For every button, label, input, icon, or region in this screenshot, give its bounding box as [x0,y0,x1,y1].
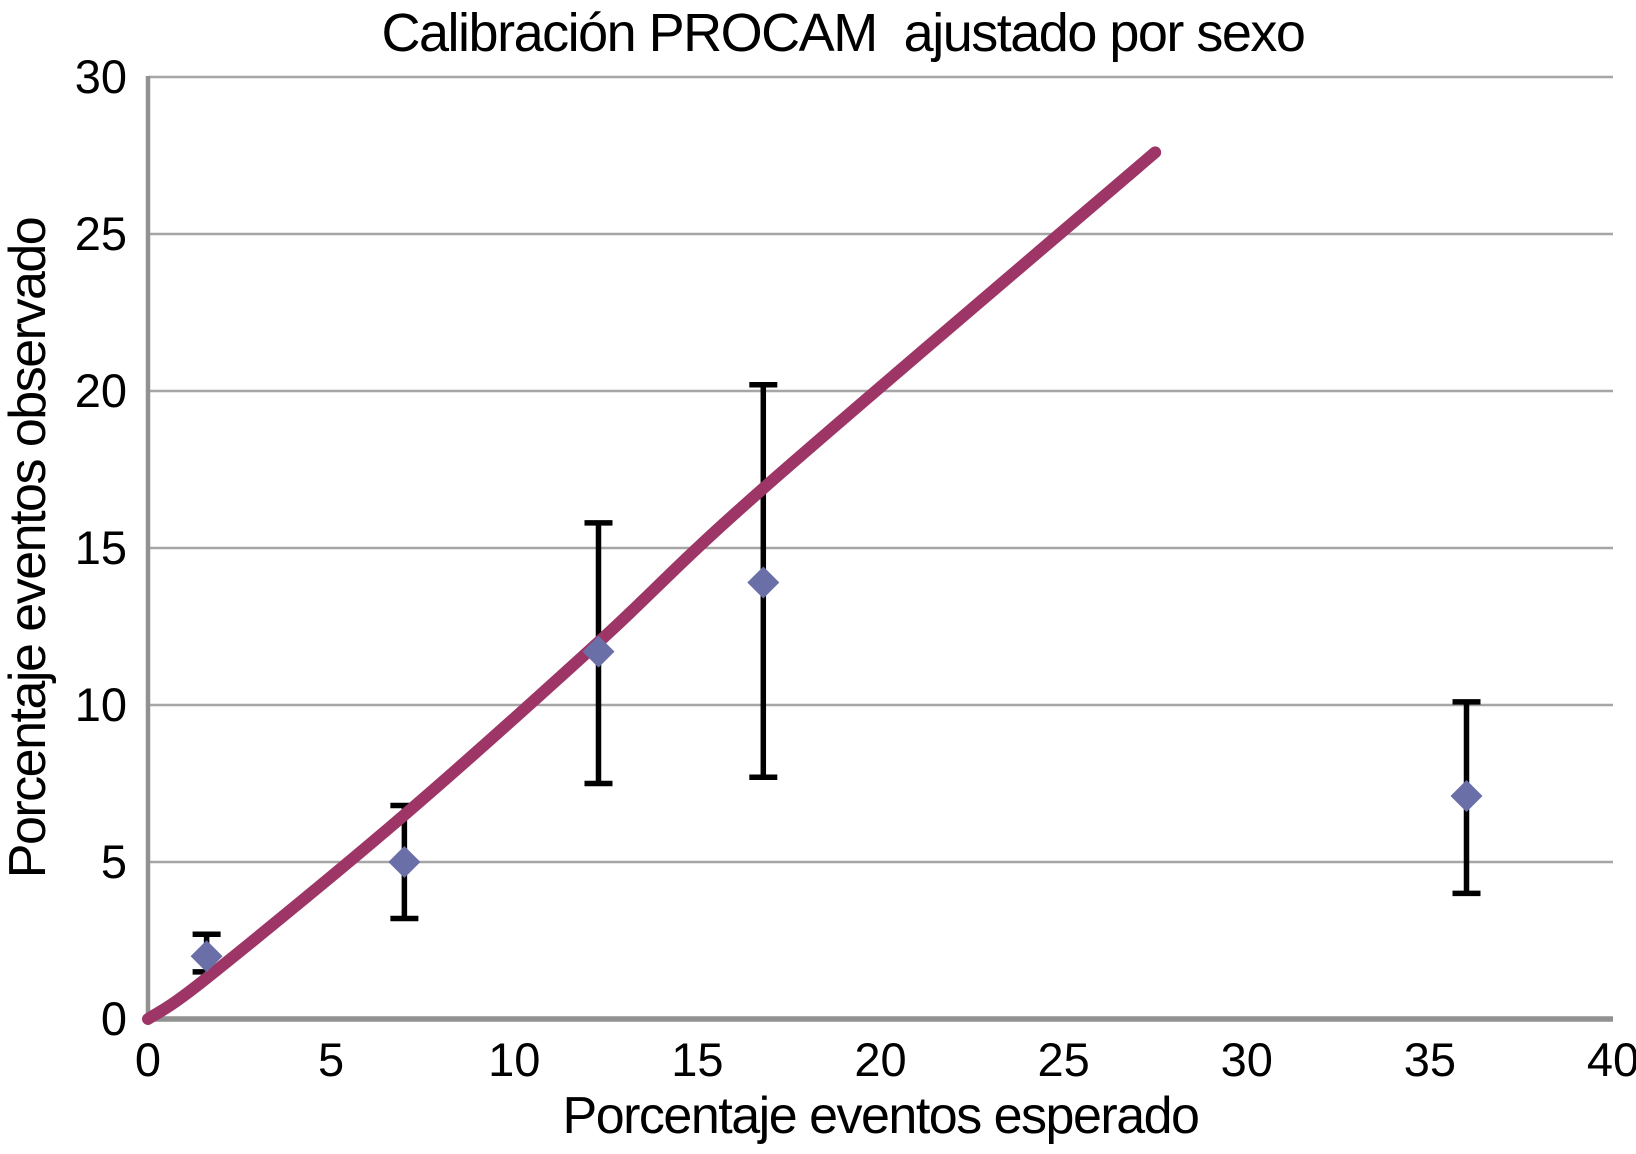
x-tick-label: 0 [135,1033,161,1086]
identity-line [142,146,1162,1025]
x-axis-label: Porcentaje eventos esperado [562,1087,1200,1145]
diamond-marker [388,846,421,878]
y-tick-label: 20 [75,364,127,417]
error-bars [192,381,1481,975]
y-tick-label: 0 [101,992,127,1045]
x-tick-label: 15 [671,1033,723,1086]
x-tick-label: 40 [1587,1033,1636,1086]
axes [145,76,1613,1022]
gridlines [148,75,1613,864]
x-tick-label: 35 [1404,1033,1456,1086]
x-tick-label: 30 [1221,1033,1273,1086]
diamond-marker [747,566,780,599]
diamond-marker [582,635,615,668]
diamond-marker [190,940,223,973]
x-tick-labels: 0 5 10 15 20 25 30 35 40 [135,1033,1636,1086]
y-tick-labels: 0 5 10 15 20 25 30 [75,50,127,1045]
x-tick-label: 10 [488,1033,540,1086]
y-tick-label: 5 [101,835,127,888]
diamond-marker [1450,780,1483,813]
y-tick-label: 30 [75,50,127,103]
y-tick-label: 15 [75,521,127,574]
y-tick-label: 10 [75,678,127,731]
x-tick-label: 20 [854,1033,906,1086]
data-points [190,566,1483,973]
x-tick-label: 25 [1037,1033,1089,1086]
chart-title: Calibración PROCAM ajustado por sexo [381,3,1306,63]
x-tick-label: 5 [318,1033,344,1086]
y-tick-label: 25 [75,207,127,260]
